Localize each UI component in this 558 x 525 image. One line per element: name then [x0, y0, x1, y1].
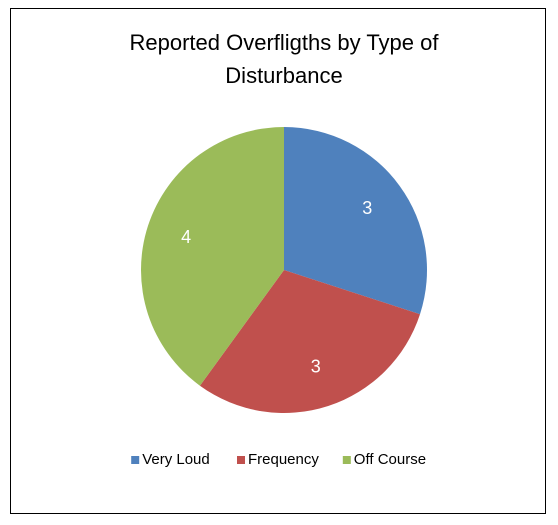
legend-label: Very Loud [142, 451, 210, 468]
chart-frame [10, 8, 546, 514]
data-label: 4 [181, 227, 191, 247]
pie-slice [284, 127, 427, 315]
data-label: 3 [311, 357, 321, 377]
legend-swatch [237, 456, 245, 464]
legend-swatch [342, 456, 351, 464]
pie-slice [199, 270, 421, 413]
legend-swatch [131, 456, 140, 464]
legend-label: Frequency [248, 451, 319, 468]
chart-title: Reported Overfligths by Type of Disturba… [129, 30, 439, 88]
data-label: 3 [362, 198, 372, 218]
pie-slice [141, 127, 284, 386]
legend-label: Off Course [354, 451, 426, 468]
